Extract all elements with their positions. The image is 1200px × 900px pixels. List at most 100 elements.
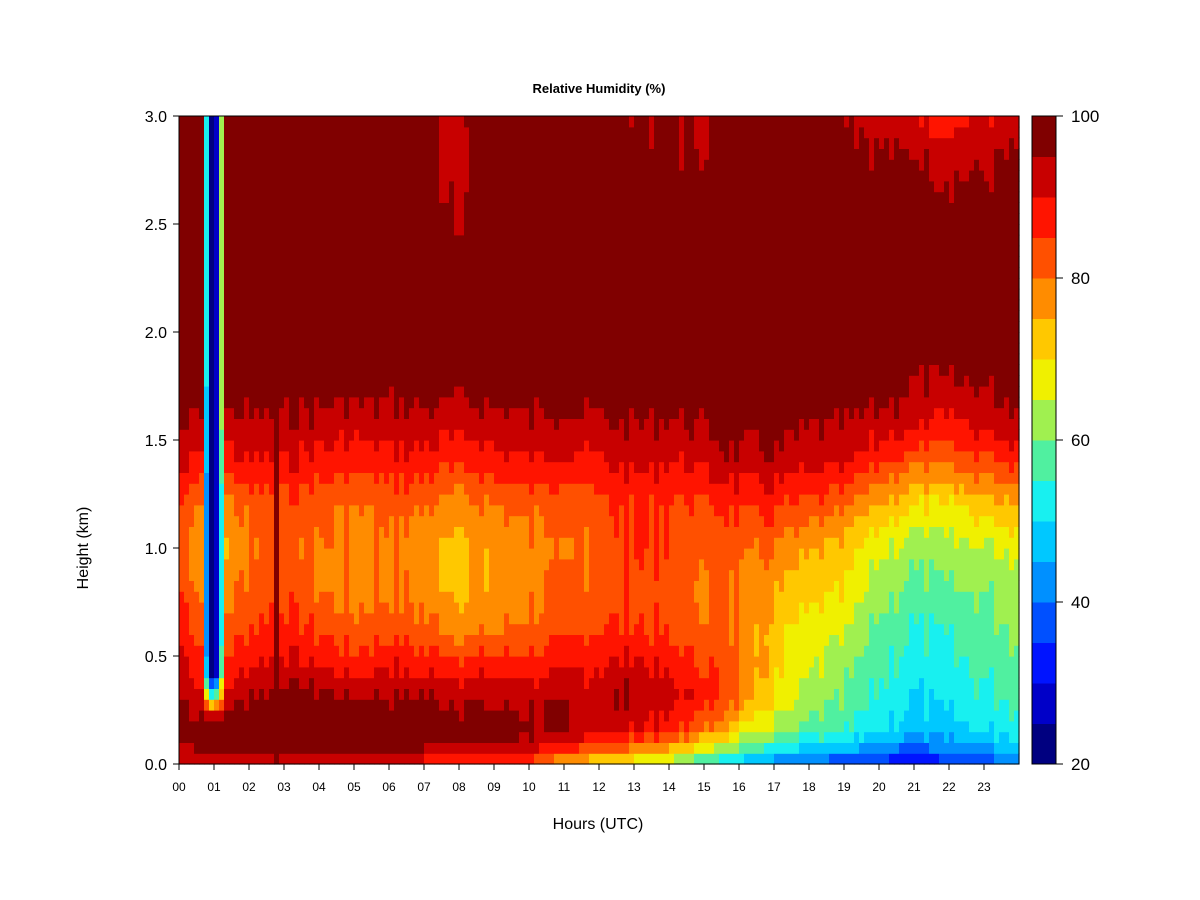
- heatmap-cell: [224, 278, 230, 290]
- heatmap-cell: [449, 137, 455, 149]
- heatmap-cell: [579, 731, 585, 743]
- heatmap-cell: [284, 580, 290, 592]
- heatmap-cell: [289, 288, 295, 301]
- heatmap-cell: [559, 666, 565, 679]
- heatmap-cell: [229, 375, 235, 387]
- heatmap-cell: [459, 580, 465, 592]
- heatmap-cell: [539, 710, 545, 722]
- heatmap-cell: [549, 461, 555, 473]
- heatmap-cell: [299, 450, 305, 463]
- heatmap-cell: [409, 159, 415, 171]
- heatmap-cell: [459, 461, 465, 473]
- heatmap-cell: [414, 126, 420, 139]
- heatmap-cell: [204, 558, 210, 571]
- heatmap-cell: [324, 440, 330, 452]
- heatmap-cell: [269, 472, 275, 484]
- heatmap-cell: [229, 180, 235, 193]
- heatmap-cell: [489, 720, 495, 733]
- heatmap-cell: [374, 720, 380, 733]
- heatmap-cell: [299, 342, 305, 355]
- heatmap-cell: [489, 591, 495, 603]
- heatmap-cell: [509, 731, 515, 743]
- heatmap-cell: [474, 407, 480, 419]
- heatmap-cell: [589, 429, 595, 441]
- heatmap-cell: [479, 494, 485, 506]
- heatmap-cell: [429, 116, 435, 128]
- heatmap-cell: [299, 731, 305, 743]
- heatmap-cell: [369, 472, 375, 484]
- heatmap-cell: [469, 634, 475, 646]
- heatmap-cell: [259, 677, 265, 689]
- heatmap-cell: [394, 580, 400, 592]
- heatmap-cell: [409, 137, 415, 149]
- heatmap-cell: [589, 612, 595, 625]
- heatmap-cell: [304, 602, 310, 614]
- heatmap-cell: [589, 310, 595, 322]
- heatmap-cell: [294, 137, 300, 149]
- heatmap-cell: [299, 418, 305, 430]
- heatmap-cell: [444, 504, 450, 517]
- heatmap-cell: [439, 256, 445, 268]
- heatmap-cell: [234, 159, 240, 171]
- heatmap-cell: [194, 656, 200, 668]
- heatmap-cell: [414, 699, 420, 711]
- heatmap-cell: [354, 407, 360, 419]
- heatmap-cell: [499, 742, 505, 754]
- heatmap-cell: [359, 180, 365, 193]
- heatmap-cell: [244, 494, 250, 506]
- heatmap-cell: [204, 245, 210, 257]
- heatmap-cell: [244, 180, 250, 193]
- heatmap-cell: [474, 656, 480, 668]
- heatmap-cell: [544, 580, 550, 592]
- heatmap-cell: [319, 278, 325, 290]
- heatmap-cell: [289, 656, 295, 668]
- heatmap-cell: [569, 256, 575, 268]
- heatmap-cell: [519, 245, 525, 257]
- heatmap-cell: [379, 494, 385, 506]
- heatmap-cell: [219, 332, 225, 344]
- heatmap-cell: [579, 634, 585, 646]
- heatmap-cell: [234, 710, 240, 722]
- heatmap-cell: [424, 612, 430, 625]
- heatmap-cell: [469, 526, 475, 538]
- heatmap-cell: [489, 224, 495, 236]
- heatmap-cell: [254, 418, 260, 430]
- heatmap-cell: [319, 710, 325, 722]
- heatmap-cell: [349, 310, 355, 322]
- heatmap-cell: [289, 623, 295, 635]
- heatmap-cell: [344, 450, 350, 463]
- heatmap-cell: [344, 364, 350, 376]
- heatmap-cell: [319, 396, 325, 409]
- heatmap-cell: [589, 558, 595, 571]
- heatmap-cell: [214, 116, 220, 128]
- heatmap-cell: [189, 278, 195, 290]
- heatmap-cell: [284, 569, 290, 581]
- heatmap-cell: [309, 159, 315, 171]
- heatmap-cell: [204, 569, 210, 581]
- heatmap-cell: [259, 602, 265, 614]
- heatmap-cell: [234, 580, 240, 592]
- heatmap-cell: [499, 440, 505, 452]
- heatmap-cell: [559, 742, 565, 754]
- heatmap-cell: [274, 472, 280, 484]
- heatmap-cell: [309, 742, 315, 754]
- heatmap-cell: [294, 612, 300, 625]
- heatmap-cell: [369, 569, 375, 581]
- heatmap-cell: [529, 450, 535, 463]
- heatmap-cell: [414, 224, 420, 236]
- heatmap-cell: [479, 569, 485, 581]
- heatmap-cell: [474, 170, 480, 182]
- heatmap-cell: [454, 753, 460, 765]
- heatmap-cell: [564, 116, 570, 128]
- heatmap-cell: [374, 753, 380, 765]
- heatmap-cell: [539, 602, 545, 614]
- heatmap-cell: [524, 580, 530, 592]
- heatmap-cell: [359, 688, 365, 700]
- heatmap-cell: [474, 202, 480, 214]
- heatmap-cell: [459, 213, 465, 225]
- heatmap-cell: [204, 299, 210, 311]
- heatmap-cell: [549, 569, 555, 581]
- heatmap-cell: [259, 558, 265, 571]
- heatmap-cell: [224, 429, 230, 441]
- heatmap-cell: [444, 526, 450, 538]
